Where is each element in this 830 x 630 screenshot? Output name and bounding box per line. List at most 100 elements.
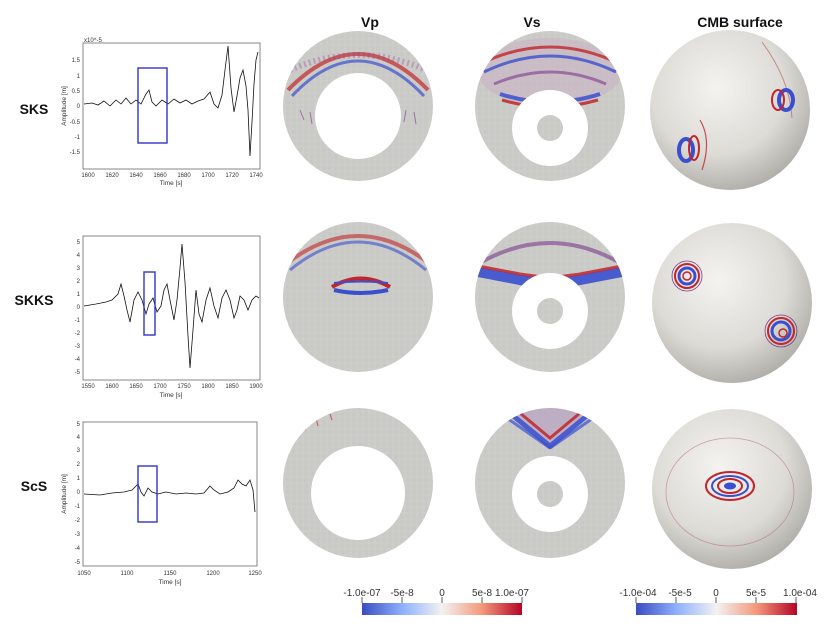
x-axis-label: Time [s] [159,579,182,586]
cmb-sphere [652,223,812,383]
y-tick-label: 0 [77,104,81,110]
y-tick-labels: 5 4 3 2 1 0 -1 -2 -3 -4 -5 [75,240,81,376]
y-tick-label: 5 [77,240,81,246]
colorbar-tick-label: -1.0e-07 [343,588,381,599]
x-tick-label: 1550 [81,384,95,390]
y-tick-label: 5 [77,422,81,428]
inner-core [537,481,563,507]
skks-front-blue [333,288,389,295]
colorbar-tick-label: 1.0e-07 [495,588,529,599]
x-tick-label: 1700 [201,173,215,179]
x-tick-labels: 1050 1100 1150 1200 1250 [77,571,262,577]
y-tick-label: -1 [75,135,81,141]
x-tick-label: 1740 [249,173,263,179]
waveform-trace [83,243,260,369]
y-tick-label: 1 [77,292,81,298]
perturbation-ring [771,88,795,112]
x-tick-label: 1600 [105,384,119,390]
colorbar-tick-label: -5e-8 [390,588,414,599]
inner-core [537,115,563,141]
seismogram-skks: 5 4 3 2 1 0 -1 -2 -3 -4 -5 1550 1600 165… [75,235,263,399]
seismogram-sks: x10^-5 1.5 1 0.5 0 -0.5 -1 -1.5 1600 162… [61,38,263,187]
scale-note: x10^-5 [84,38,102,44]
colorbar-tick-label: -1.0e-04 [619,588,657,599]
x-axis-label: Time [s] [160,180,183,187]
colorbar-gradient [636,603,797,615]
y-tick-label: 3 [77,448,81,454]
y-tick-label: -2 [75,518,81,524]
phase-window-box [137,465,158,523]
column-title-vs: Vs [523,14,541,30]
y-tick-label: 4 [77,253,81,259]
x-tick-label: 1850 [225,384,239,390]
y-tick-label: 1 [77,476,81,482]
cmb-sphere-scs [652,409,812,569]
x-tick-label: 1620 [105,173,119,179]
y-tick-label: -2 [75,331,81,337]
x-tick-label: 1700 [153,384,167,390]
wavefield-perturbation [502,408,598,450]
x-tick-label: 1100 [121,571,135,577]
plot-frame [82,42,261,170]
colorbar-tick-label: 1.0e-04 [783,588,817,599]
skks-front-red [330,276,392,289]
x-tick-label: 1720 [225,173,239,179]
colorbar-cmb: -1.0e-04 -5e-5 0 5e-5 1.0e-04 [619,588,817,615]
y-tick-label: -4 [75,357,81,363]
waveform-trace [83,479,256,513]
wavefield-perturbation [284,234,432,272]
y-tick-label: 1.5 [72,58,81,64]
vs-cross-section-scs [475,408,625,558]
colorbar-tick-label: 0 [713,588,719,599]
vp-cross-section-sks [283,31,433,181]
phase-window-box [143,271,156,336]
y-tick-label: -3 [75,532,81,538]
core-hole [311,446,405,540]
cmb-sphere-sks [650,30,810,190]
y-tick-label: -1.5 [70,150,81,156]
cmb-sphere-skks [652,223,812,383]
inner-core [537,298,563,324]
column-title-vp: Vp [361,14,379,30]
y-tick-label: 2 [77,279,81,285]
x-tick-label: 1650 [129,384,143,390]
y-tick-label: 2 [77,462,81,468]
perturbation-ring [677,119,708,171]
x-tick-label: 1640 [129,173,143,179]
x-tick-labels: 1550 1600 1650 1700 1750 1800 1850 1900 [81,384,263,390]
perturbation-ring [764,314,798,348]
core-hole [315,73,401,159]
colorbar-tick-label: 5e-5 [746,588,766,599]
x-tick-label: 1050 [77,571,91,577]
y-tick-labels: 1.5 1 0.5 0 -0.5 -1 -1.5 [70,58,81,156]
column-title-cmb: CMB surface [697,14,783,30]
x-tick-label: 1150 [164,571,178,577]
y-axis-label: Amplitude [m] [61,86,68,126]
y-tick-label: 0.5 [72,89,81,95]
y-tick-label: -5 [75,560,81,566]
y-tick-label: 0 [77,490,81,496]
y-tick-label: 3 [77,266,81,272]
phase-window-box [137,67,168,144]
y-tick-label: 0 [77,305,81,311]
y-tick-labels: 5 4 3 2 1 0 -1 -2 -3 -4 -5 [75,422,81,566]
perturbation-ring [671,260,703,292]
mantle-disk [283,222,433,372]
y-axis-label: Amplitude [m] [61,474,68,514]
y-tick-label: 1 [77,74,81,80]
waveform-trace [83,45,259,157]
seismogram-scs: 5 4 3 2 1 0 -1 -2 -3 -4 -5 1050 1100 115… [61,421,262,586]
plot-frame [82,421,258,567]
x-tick-label: 1660 [153,173,167,179]
perturbation-ring [705,471,755,501]
y-tick-label: -5 [75,370,81,376]
skks-front-inner [333,280,389,284]
x-tick-labels: 1600 1620 1640 1660 1680 1700 1720 1740 [81,173,263,179]
row-label-sks: SKS [19,101,49,117]
vs-cross-section-sks [475,31,625,181]
row-label-scs: ScS [20,478,48,494]
vp-cross-section-skks [283,222,433,372]
colorbar-gradient [362,603,522,615]
y-tick-label: -1 [75,504,81,510]
